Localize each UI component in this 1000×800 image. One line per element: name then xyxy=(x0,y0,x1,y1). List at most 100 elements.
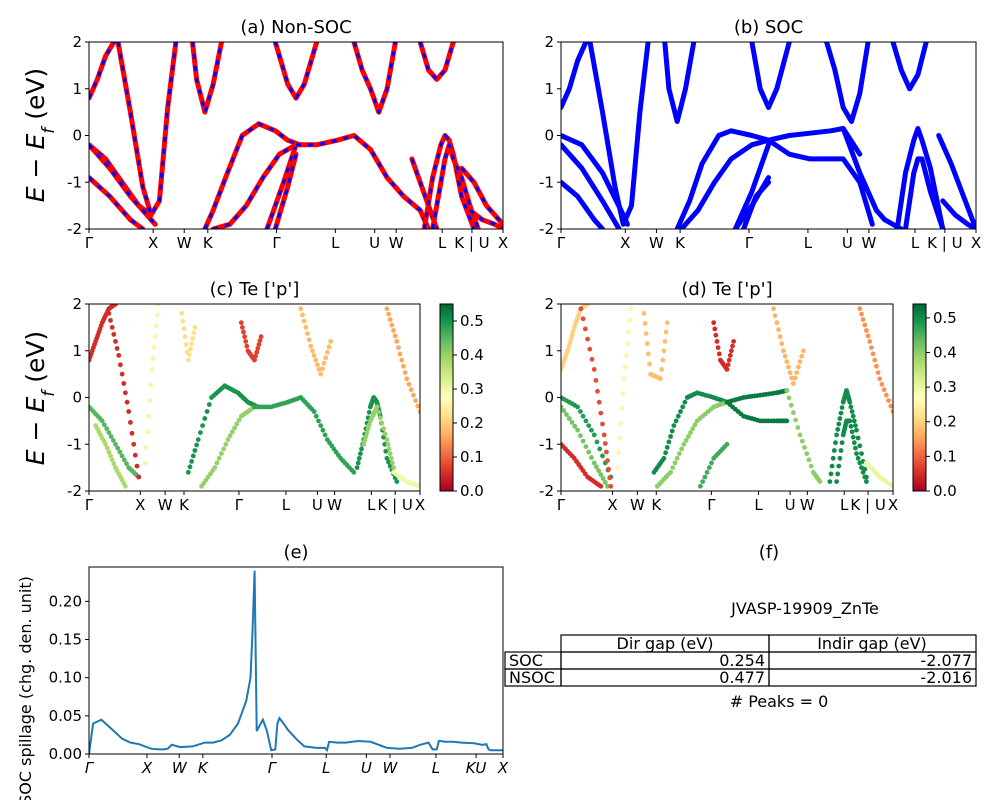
band-point xyxy=(664,445,670,450)
plot-area-e xyxy=(89,570,503,754)
band-line-dashed xyxy=(273,42,319,100)
x-tick-label: L xyxy=(804,234,813,252)
band-point xyxy=(230,429,235,435)
band-point xyxy=(390,460,395,466)
band-point xyxy=(688,430,693,435)
band-point xyxy=(187,352,192,357)
band-point xyxy=(384,306,390,312)
band-point xyxy=(583,418,589,424)
band-point xyxy=(397,351,403,357)
band-point xyxy=(396,345,401,350)
band-line xyxy=(936,133,976,229)
band-point xyxy=(859,451,864,456)
band-point xyxy=(855,435,861,441)
y-tick-label: 2 xyxy=(72,33,82,51)
band-point xyxy=(132,452,138,458)
band-point xyxy=(376,409,381,415)
band-point xyxy=(857,443,863,449)
x-tick-label: Γ xyxy=(707,496,716,514)
band-point xyxy=(377,415,383,421)
band-point xyxy=(384,455,390,461)
band-point xyxy=(859,465,864,470)
x-tick-label: K xyxy=(179,496,190,514)
band-point xyxy=(121,457,127,463)
band-point xyxy=(254,349,260,355)
band-point xyxy=(862,474,868,480)
band-point xyxy=(672,460,678,466)
band-point xyxy=(662,339,668,344)
band-point xyxy=(394,479,400,484)
band-point xyxy=(849,429,855,435)
band-point xyxy=(839,405,845,410)
band-point xyxy=(386,311,391,317)
band-point xyxy=(830,455,836,461)
band-point xyxy=(784,418,790,424)
band-point xyxy=(586,449,592,455)
band-point xyxy=(575,404,580,410)
x-tick-label: W xyxy=(383,759,399,777)
band-line-dashed xyxy=(203,122,301,229)
band-point xyxy=(771,306,776,312)
x-tick-label: U xyxy=(842,234,853,252)
band-point xyxy=(252,357,257,363)
band-point xyxy=(320,366,325,372)
band-point xyxy=(241,329,246,335)
band-point xyxy=(578,433,583,439)
band-point xyxy=(417,483,420,489)
x-tick-label: W xyxy=(177,234,192,252)
x-tick-label: X xyxy=(607,496,617,514)
band-point xyxy=(664,320,670,326)
y-tick-label: 0 xyxy=(544,127,554,145)
band-point xyxy=(318,371,324,377)
band-point xyxy=(663,329,669,335)
band-point xyxy=(834,432,839,438)
band-point xyxy=(890,483,893,489)
x-tick-label: U xyxy=(361,759,372,777)
band-point xyxy=(311,409,317,414)
x-tick-label: L xyxy=(432,759,440,777)
panel-title: (b) SOC xyxy=(734,17,803,38)
band-point xyxy=(351,469,357,475)
band-line-dashed xyxy=(352,42,397,114)
band-point xyxy=(675,413,681,419)
band-point xyxy=(671,423,677,428)
band-point xyxy=(782,353,788,359)
x-tick-label: W xyxy=(389,234,404,252)
band-point xyxy=(730,343,735,349)
band-point xyxy=(387,317,393,322)
x-tick-label: X xyxy=(148,234,158,252)
band-point xyxy=(561,408,567,414)
band-point xyxy=(387,451,393,456)
band-point xyxy=(886,398,891,403)
band-point xyxy=(383,448,389,454)
band-line-dashed xyxy=(212,143,297,229)
band-point xyxy=(386,459,391,465)
band-point xyxy=(731,339,736,344)
y-tick-label: -1 xyxy=(539,435,554,453)
band-point xyxy=(589,356,595,362)
soc-dir-gap: 0.254 xyxy=(719,651,765,670)
band-point xyxy=(884,392,889,398)
band-point xyxy=(867,339,873,344)
band-point xyxy=(593,378,599,383)
band-point xyxy=(303,325,309,330)
band-point xyxy=(829,463,835,469)
band-point xyxy=(108,453,113,459)
colorbar-tick-label: 0.0 xyxy=(460,482,484,500)
band-point xyxy=(864,328,869,333)
band-point xyxy=(148,382,154,388)
band-point xyxy=(388,455,394,461)
band-point xyxy=(234,421,240,427)
band-point xyxy=(591,367,597,372)
band-point xyxy=(621,376,627,382)
x-tick-label: K xyxy=(651,496,662,514)
band-point xyxy=(214,460,220,466)
band-point xyxy=(854,451,859,456)
band-point xyxy=(837,455,843,461)
band-point xyxy=(872,357,878,363)
band-point xyxy=(147,398,153,403)
row-label-nsoc: NSOC xyxy=(509,668,555,687)
x-tick-label: Γ xyxy=(268,759,278,777)
plot-area-b xyxy=(561,42,976,229)
